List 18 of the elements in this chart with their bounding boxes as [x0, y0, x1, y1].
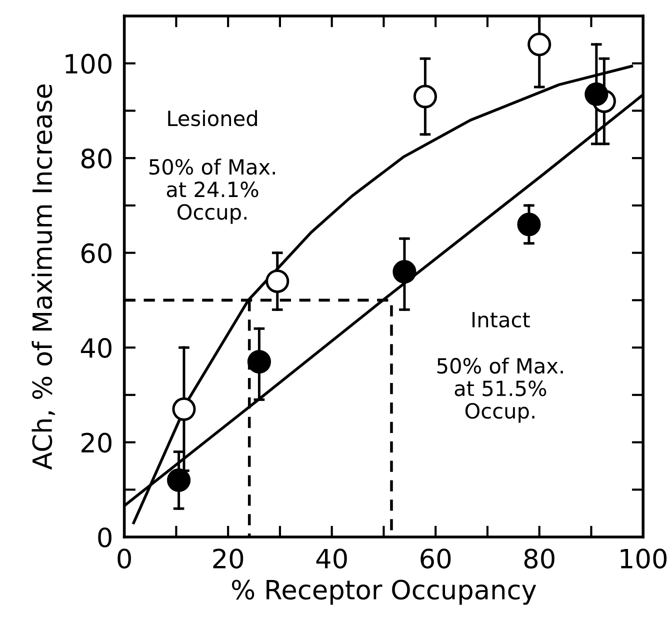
annotation: 50% of Max. at 51.5% Occup.	[437, 358, 563, 423]
y-tick-label: 40	[80, 338, 112, 358]
x-tick-label: 0	[118, 548, 131, 569]
annotation: 50% of Max. at 24.1% Occup.	[149, 158, 275, 224]
y-tick-label: 80	[81, 148, 112, 168]
x-axis-title: % Receptor Occupancy	[232, 580, 536, 605]
y-tick-label: 0	[98, 527, 112, 548]
x-tick-label: 60	[420, 548, 451, 569]
y-axis-title: ACh, % of Maximum Increase	[32, 84, 55, 470]
x-tick-label: 20	[213, 548, 244, 569]
y-tick-label: 60	[81, 243, 112, 264]
annotation: Intact	[472, 312, 530, 328]
annotation: Lesioned	[168, 110, 257, 126]
x-tick-label: 100	[620, 548, 667, 569]
y-tick-label: 20	[82, 432, 112, 453]
x-tick-label: 80	[524, 548, 554, 569]
x-tick-label: 40	[316, 548, 347, 569]
y-tick-label: 100	[66, 54, 112, 74]
